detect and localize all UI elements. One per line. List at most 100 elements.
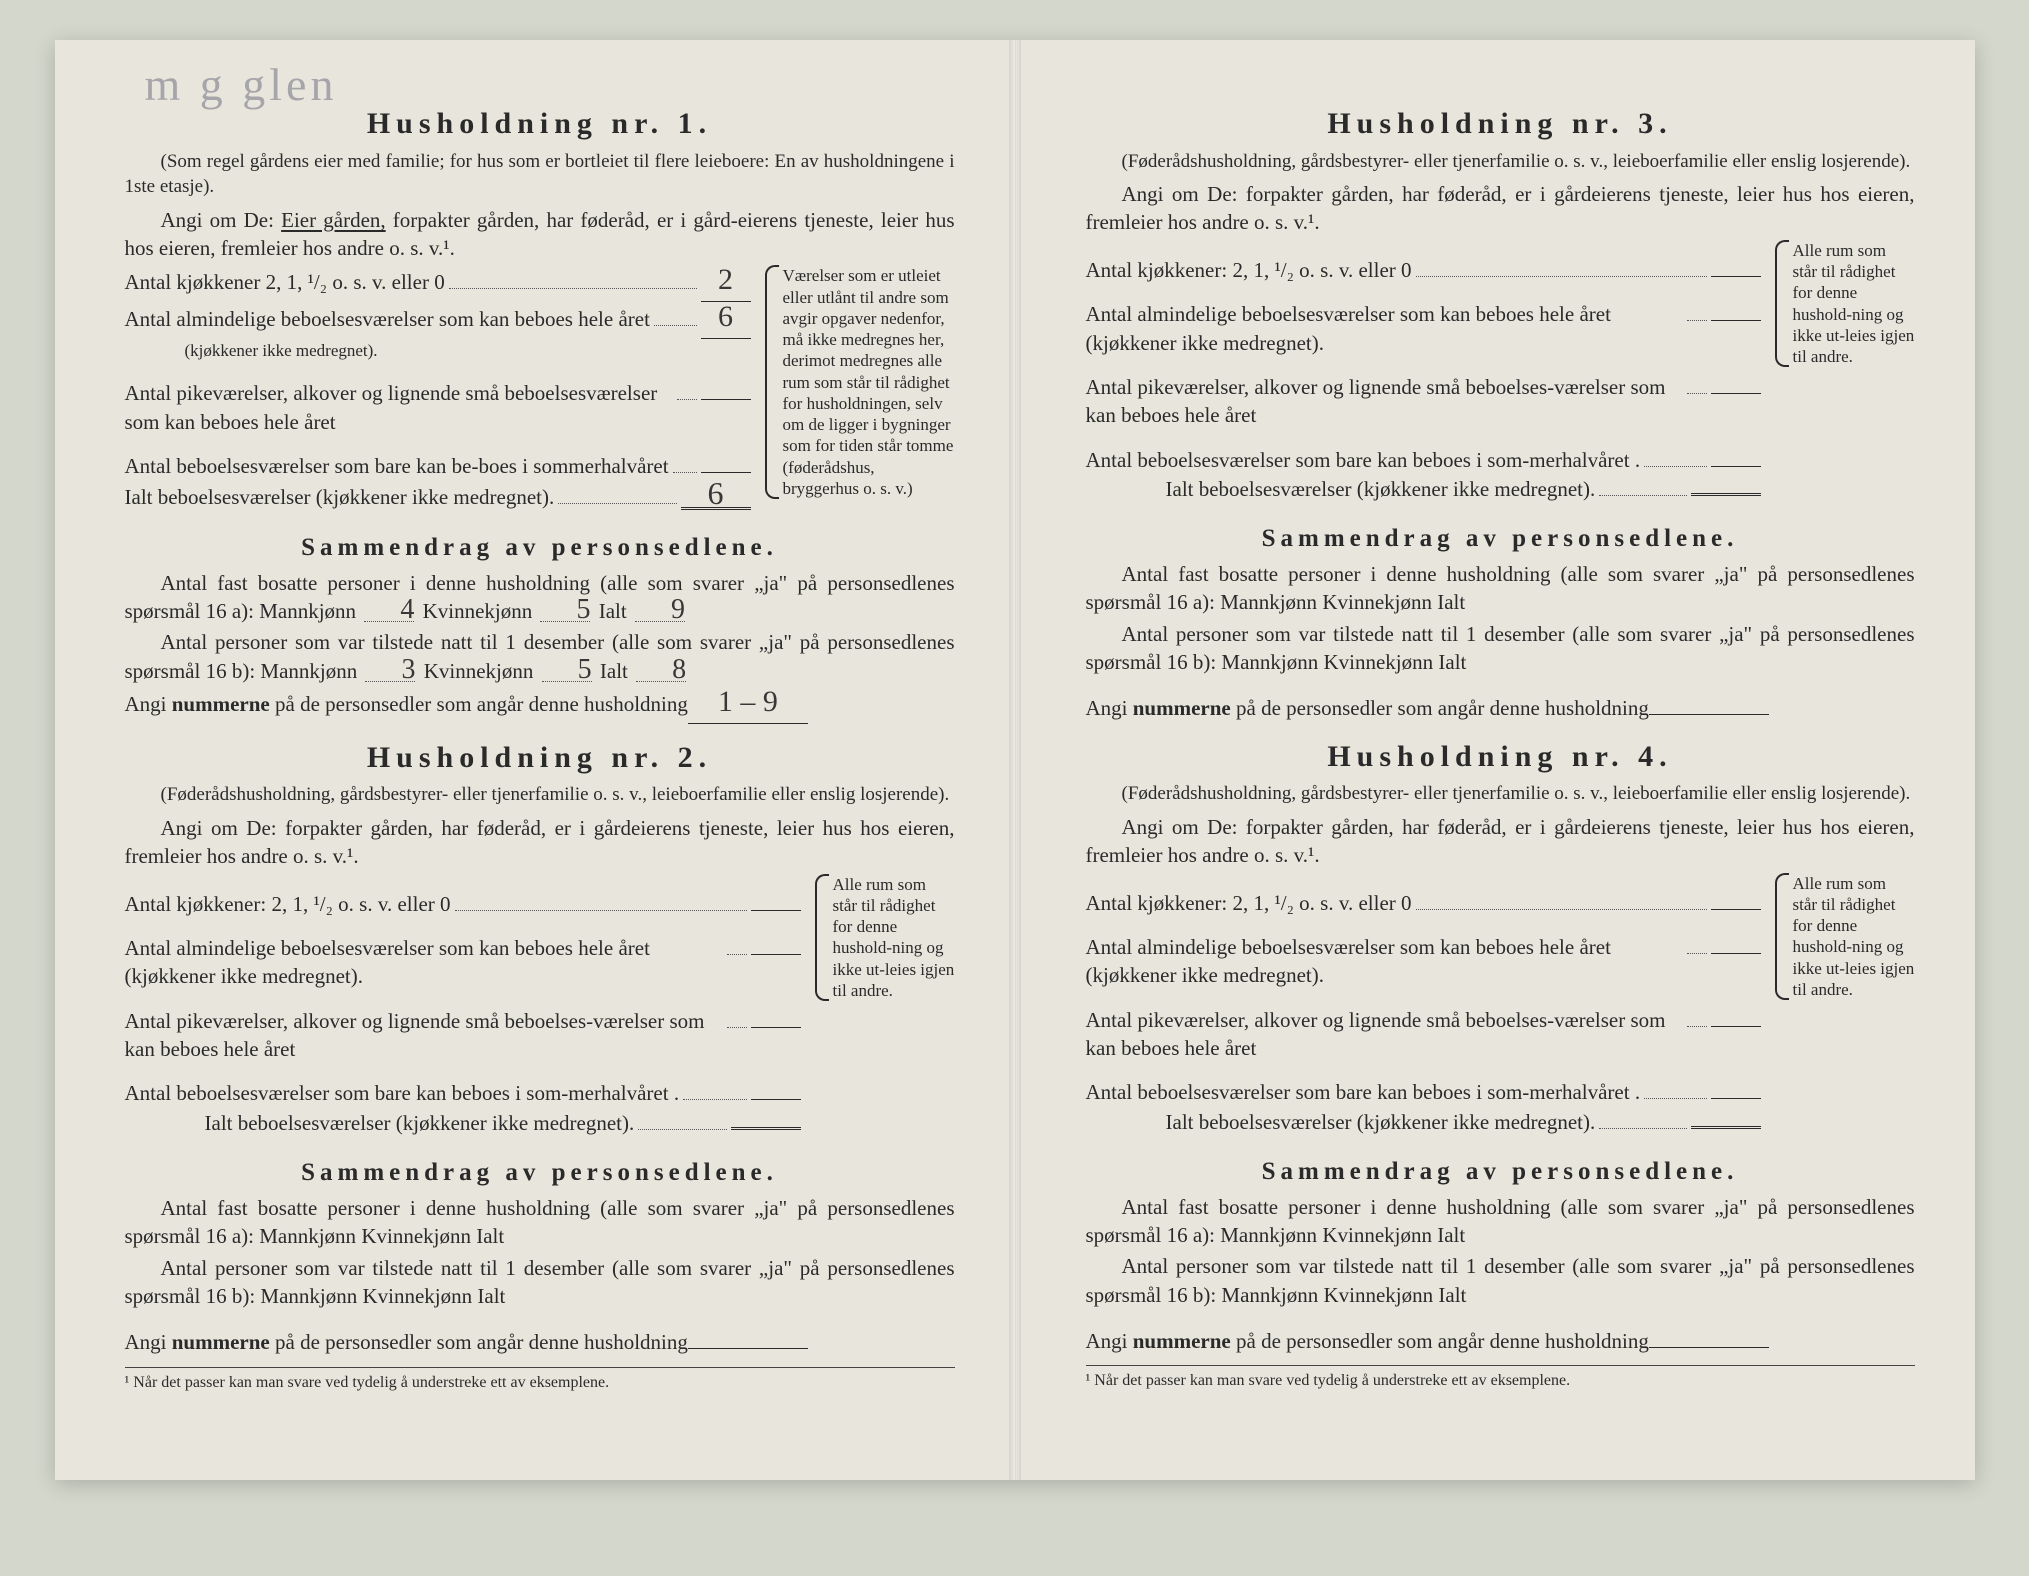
h2-ialt: Ialt beboelsesværelser (kjøkkener ikke m… bbox=[205, 1109, 801, 1137]
brace-icon bbox=[765, 265, 779, 499]
h3-r3-label: Antal beboelsesværelser som bare kan beb… bbox=[1086, 446, 1641, 474]
h3-r2-val[interactable] bbox=[1711, 358, 1761, 394]
brace4-icon bbox=[1775, 873, 1789, 1001]
h2-r1-val[interactable] bbox=[751, 919, 801, 955]
h2-r3-label: Antal beboelsesværelser som bare kan beb… bbox=[125, 1079, 680, 1107]
household-3-summary: Sammendrag av personsedlene. bbox=[1086, 522, 1915, 556]
h3-r3-val[interactable] bbox=[1711, 431, 1761, 467]
h3-room2: Antal pikeværelser, alkover og lignende … bbox=[1086, 358, 1761, 430]
h2-ialt-val[interactable] bbox=[731, 1127, 801, 1130]
h2-room2: Antal pikeværelser, alkover og lignende … bbox=[125, 992, 801, 1064]
h4-kitchen: Antal kjøkkener: 2, 1, ¹/₂ o. s. v. elle… bbox=[1086, 874, 1761, 917]
sidenote-text: Værelser som er utleiet eller utlånt til… bbox=[783, 266, 954, 498]
h4-16b: Antal personer som var tilstede natt til… bbox=[1086, 1252, 1915, 1309]
h3-16a-label: Antal fast bosatte personer i denne hush… bbox=[1086, 562, 1915, 614]
h4-r3-val[interactable] bbox=[1711, 1063, 1761, 1099]
h4-16a: Antal fast bosatte personer i denne hush… bbox=[1086, 1193, 1915, 1250]
h2-kitchen: Antal kjøkkener: 2, 1, ¹/₂ o. s. v. elle… bbox=[125, 875, 801, 918]
h3-i2: Ialt bbox=[1438, 650, 1466, 674]
h2-kv1: Kvinnekjønn bbox=[361, 1224, 471, 1248]
paper-spread: m g glen Husholdning nr. 1. (Som regel g… bbox=[55, 40, 1975, 1480]
h4-num-val[interactable] bbox=[1649, 1312, 1769, 1348]
q16b-i[interactable]: 8 bbox=[636, 659, 686, 682]
h3-num-val[interactable] bbox=[1649, 679, 1769, 715]
angi-pre: Angi om De: bbox=[161, 208, 282, 232]
h2-i1: Ialt bbox=[476, 1224, 504, 1248]
h4-r2-label: Antal pikeværelser, alkover og lignende … bbox=[1086, 1006, 1683, 1063]
room-label-2: Antal pikeværelser, alkover og lignende … bbox=[125, 379, 673, 436]
h4-16b-label: Antal personer som var tilstede natt til… bbox=[1086, 1254, 1915, 1306]
household-1-rooms-block: Antal kjøkkener 2, 1, ¹/₂ o. s. v. eller… bbox=[125, 265, 955, 512]
h2-r1-label: Antal almindelige beboelsesværelser som … bbox=[125, 934, 723, 991]
h3-kitchen: Antal kjøkkener: 2, 1, ¹/₂ o. s. v. elle… bbox=[1086, 241, 1761, 284]
h4-r2-val[interactable] bbox=[1711, 991, 1761, 1027]
household-3-title: Husholdning nr. 3. bbox=[1086, 104, 1915, 145]
h3-ialt-label: Ialt beboelsesværelser (kjøkkener ikke m… bbox=[1166, 475, 1596, 503]
q16a-k[interactable]: 5 bbox=[540, 599, 590, 622]
h2-16b: Antal personer som var tilstede natt til… bbox=[125, 1254, 955, 1311]
h2-room1: Antal almindelige beboelsesværelser som … bbox=[125, 919, 801, 991]
kitchen-label: Antal kjøkkener 2, 1, ¹/₂ o. s. v. eller… bbox=[125, 268, 445, 296]
h4-ialt-val[interactable] bbox=[1691, 1126, 1761, 1129]
h4-r3-label: Antal beboelsesværelser som bare kan beb… bbox=[1086, 1078, 1641, 1106]
room-value[interactable]: 6 bbox=[701, 303, 751, 339]
h2-room3: Antal beboelsesværelser som bare kan beb… bbox=[125, 1064, 801, 1107]
h3-r1-val[interactable] bbox=[1711, 285, 1761, 321]
h3-kv1: Kvinnekjønn bbox=[1322, 590, 1432, 614]
household-1-summary-title: Sammendrag av personsedlene. bbox=[125, 531, 955, 565]
h4-room1: Antal almindelige beboelsesværelser som … bbox=[1086, 918, 1761, 990]
kitchen-value[interactable]: 2 bbox=[701, 266, 751, 302]
h2-num-val[interactable] bbox=[688, 1313, 808, 1349]
ialt-label-2: Ialt bbox=[600, 659, 628, 683]
h3-r1-label: Antal almindelige beboelsesværelser som … bbox=[1086, 300, 1683, 357]
household-3-rooms-block: Antal kjøkkener: 2, 1, ¹/₂ o. s. v. elle… bbox=[1086, 240, 1915, 504]
room-value-3[interactable] bbox=[701, 437, 751, 473]
household-2-sidenote: Alle rum som står til rådighet for denne… bbox=[815, 874, 955, 1002]
h4-num-post: på de personsedler som angår denne husho… bbox=[1231, 1329, 1649, 1353]
q16b-label: Antal personer som var tilstede natt til… bbox=[125, 630, 955, 682]
brace2-icon bbox=[815, 874, 829, 1002]
h2-i2: Ialt bbox=[477, 1284, 505, 1308]
q16a-i[interactable]: 9 bbox=[635, 599, 685, 622]
room-row-1: Antal almindelige beboelsesværelser som … bbox=[125, 303, 751, 339]
household-3-sidenote: Alle rum som står til rådighet for denne… bbox=[1775, 240, 1915, 368]
num-bold: nummerne bbox=[172, 692, 270, 716]
h3-kv2: Kvinnekjønn bbox=[1323, 650, 1433, 674]
h4-k-val[interactable] bbox=[1711, 874, 1761, 910]
h4-numrow: Angi nummerne på de personsedler som ang… bbox=[1086, 1312, 1915, 1355]
h3-i1: Ialt bbox=[1437, 590, 1465, 614]
h3-ialt: Ialt beboelsesværelser (kjøkkener ikke m… bbox=[1166, 475, 1761, 503]
num-post: på de personsedler som angår denne husho… bbox=[270, 692, 688, 716]
household-4-sidenote: Alle rum som står til rådighet for denne… bbox=[1775, 873, 1915, 1001]
q16b-m[interactable]: 3 bbox=[365, 659, 415, 682]
household-4-angi: Angi om De: forpakter gården, har føderå… bbox=[1086, 813, 1915, 870]
household-2-rooms-block: Antal kjøkkener: 2, 1, ¹/₂ o. s. v. elle… bbox=[125, 874, 955, 1138]
household-4-title: Husholdning nr. 4. bbox=[1086, 737, 1915, 778]
h3-num-bold: nummerne bbox=[1133, 696, 1231, 720]
h2-num-bold: nummerne bbox=[172, 1330, 270, 1354]
h2-r3-val[interactable] bbox=[751, 1064, 801, 1100]
h3-k-val[interactable] bbox=[1711, 241, 1761, 277]
h3-r2-label: Antal pikeværelser, alkover og lignende … bbox=[1086, 373, 1683, 430]
q16b-k[interactable]: 5 bbox=[542, 659, 592, 682]
q16a-m[interactable]: 4 bbox=[364, 599, 414, 622]
num-value[interactable]: 1 – 9 bbox=[688, 688, 808, 724]
ialt-value[interactable]: 6 bbox=[681, 481, 751, 510]
room-value-2[interactable] bbox=[701, 364, 751, 400]
h3-room1: Antal almindelige beboelsesværelser som … bbox=[1086, 285, 1761, 357]
h2-16a-label: Antal fast bosatte personer i denne hush… bbox=[125, 1196, 955, 1248]
h4-r1-val[interactable] bbox=[1711, 918, 1761, 954]
h2-r2-val[interactable] bbox=[751, 992, 801, 1028]
h4-room3: Antal beboelsesværelser som bare kan beb… bbox=[1086, 1063, 1761, 1106]
ialt-label-1: Ialt bbox=[599, 599, 627, 623]
h4-ialt-label: Ialt beboelsesværelser (kjøkkener ikke m… bbox=[1166, 1108, 1596, 1136]
h3-num-post: på de personsedler som angår denne husho… bbox=[1231, 696, 1649, 720]
household-2-desc: (Føderådshusholdning, gårdsbestyrer- ell… bbox=[125, 782, 955, 808]
h4-num-bold: nummerne bbox=[1133, 1329, 1231, 1353]
h3-ialt-val[interactable] bbox=[1691, 493, 1761, 496]
household-1-numrow: Angi nummerne på de personsedler som ang… bbox=[125, 688, 955, 724]
kvinne-label: Kvinnekjønn bbox=[423, 599, 533, 623]
num-pre: Angi bbox=[125, 692, 172, 716]
h2-kitchen-val[interactable] bbox=[751, 875, 801, 911]
h4-kv2: Kvinnekjønn bbox=[1323, 1283, 1433, 1307]
